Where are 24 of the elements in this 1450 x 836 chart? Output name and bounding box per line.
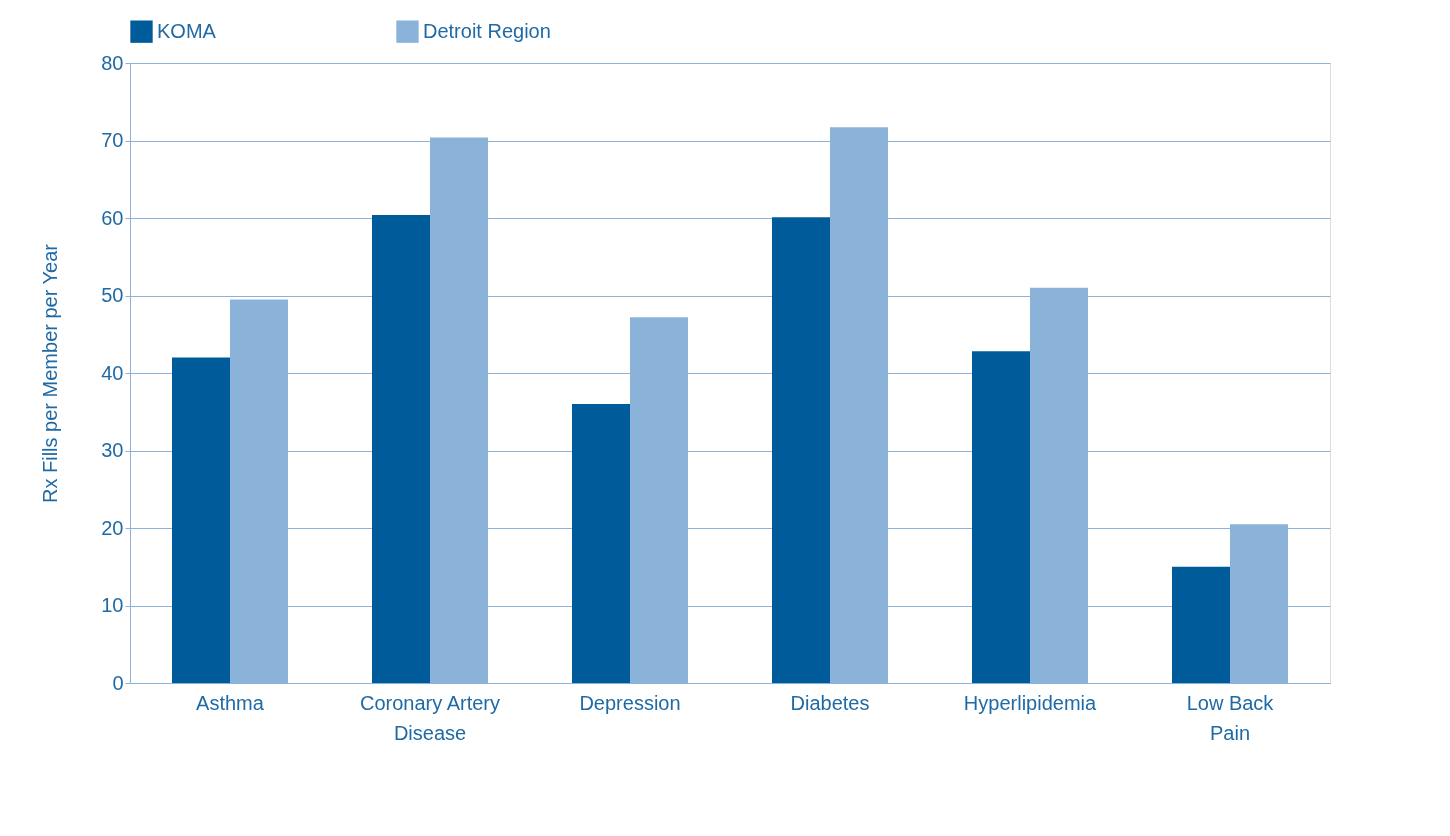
bar bbox=[972, 351, 1030, 683]
x-tick-label: Depression bbox=[579, 691, 681, 714]
legend-label: Detroit Region bbox=[423, 19, 551, 42]
y-tick-label: 10 bbox=[101, 594, 124, 616]
bar bbox=[172, 357, 230, 683]
y-tick-label: 0 bbox=[112, 671, 124, 694]
y-tick-label: 40 bbox=[101, 361, 124, 384]
x-tick-label: Asthma bbox=[196, 691, 265, 714]
legend-label: KOMA bbox=[157, 19, 217, 42]
x-tick-label: Coronary Artery Disease bbox=[359, 691, 501, 744]
bar bbox=[372, 214, 430, 683]
y-tick-label: 80 bbox=[101, 51, 124, 74]
bar bbox=[1172, 566, 1230, 683]
y-tick-label: 70 bbox=[101, 129, 124, 151]
y-tick-label: 60 bbox=[101, 206, 124, 229]
bar bbox=[772, 217, 830, 683]
x-tick-label: Diabetes bbox=[790, 691, 870, 714]
x-tick-label: Hyperlipidemia bbox=[963, 691, 1098, 714]
bar bbox=[572, 404, 630, 683]
x-tick-label: Low Back Pain bbox=[1186, 691, 1275, 744]
y-tick-label: 50 bbox=[101, 284, 124, 306]
y-axis-title: Rx Fills per Member per Year bbox=[39, 243, 62, 503]
y-tick-label: 30 bbox=[101, 439, 124, 461]
y-tick-label: 20 bbox=[101, 516, 124, 539]
